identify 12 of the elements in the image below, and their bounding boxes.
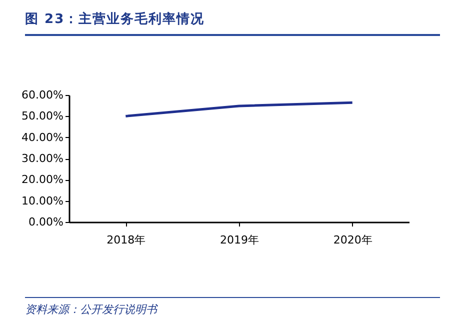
y-tick-label: 50.00%	[22, 110, 64, 123]
y-tick-label: 10.00%	[22, 194, 64, 208]
x-tick-label: 2018年	[106, 234, 146, 246]
x-tick-label: 2019年	[220, 234, 259, 246]
y-tick-label: 0.00%	[28, 216, 64, 228]
text: 资料来源：公开发行说明书	[25, 297, 440, 317]
y-tick-label: 30.00%	[22, 152, 64, 165]
y-tick-label: 60.00%	[22, 88, 64, 102]
y-tick-label: 40.00%	[22, 130, 64, 144]
chart-title: 图 23：主营业务毛利率情况	[25, 10, 440, 36]
x-tick-label: 2020年	[333, 234, 372, 246]
y-tick-label: 20.00%	[22, 173, 64, 186]
